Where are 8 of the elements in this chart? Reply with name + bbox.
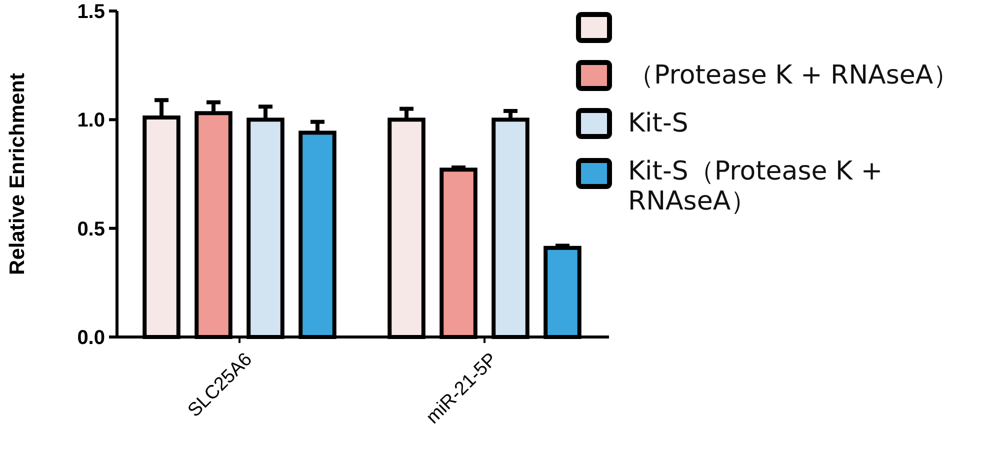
y-tick-label: 1.0: [77, 110, 105, 132]
y-tick-label: 1.5: [77, 1, 105, 23]
y-tick-label: 0.5: [77, 218, 105, 240]
y-tick-label: 0.0: [77, 327, 105, 349]
legend-label: Kit-S: [628, 108, 688, 138]
legend-label: Kit-S（Protease K + RNAseA）: [628, 156, 883, 216]
y-axis-title: Relative Enrichment: [6, 73, 29, 275]
legend-label: （Protease K + RNAseA）: [628, 60, 960, 90]
